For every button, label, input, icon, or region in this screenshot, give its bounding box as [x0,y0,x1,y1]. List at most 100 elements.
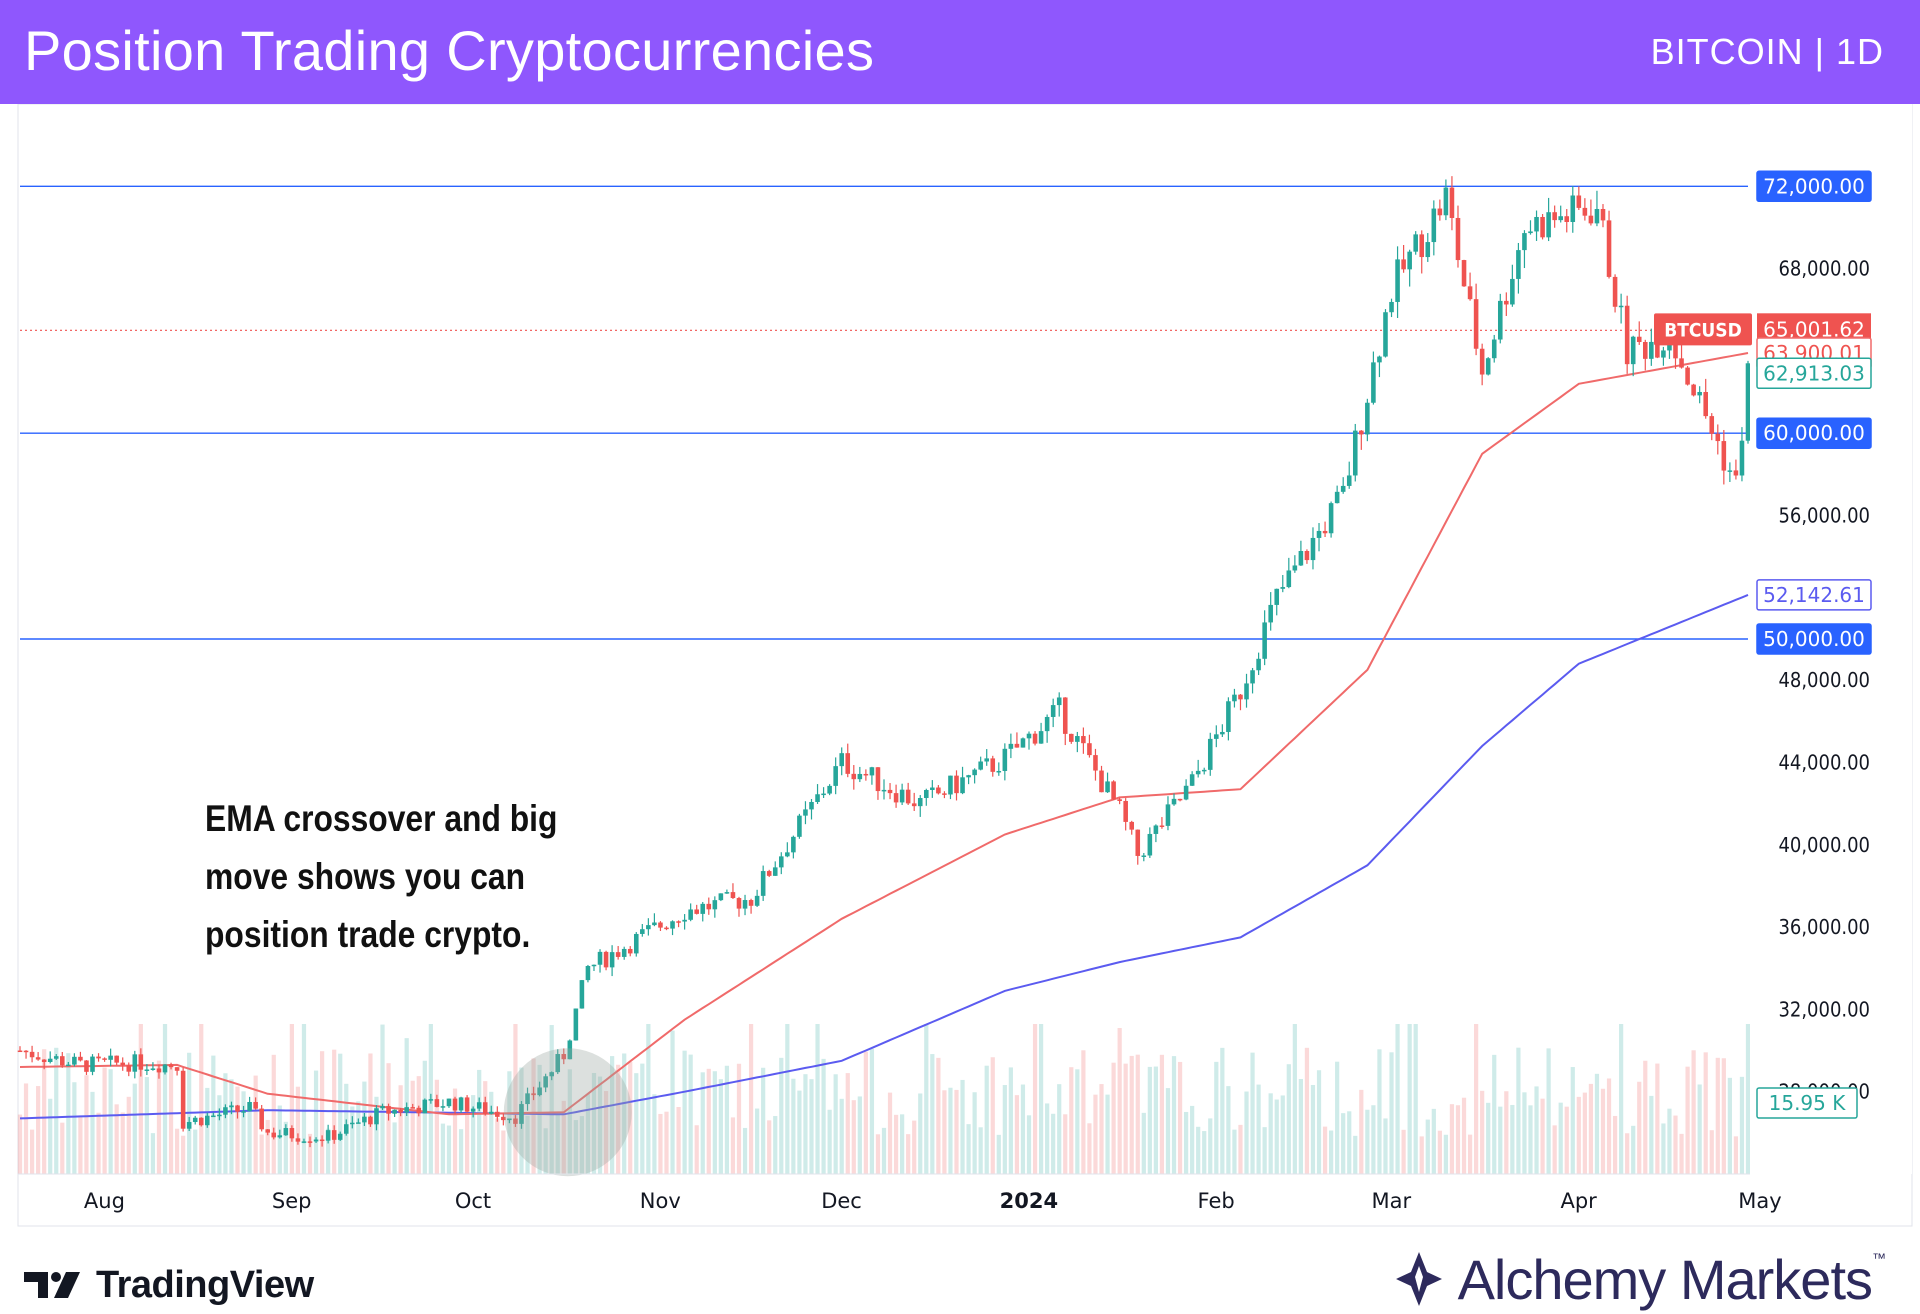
candle-body [881,789,887,792]
volume-bar [229,1079,234,1174]
candle-body [241,1111,246,1113]
candle-body [29,1051,35,1058]
candle-body [1232,694,1237,702]
candle-body [1552,212,1557,221]
volume-bar [1655,1063,1660,1174]
annotation-line: EMA crossover and big [205,798,558,839]
volume-bar [827,1109,832,1174]
candle-body [1703,391,1708,417]
candle-body [1250,670,1255,684]
volume-bar [815,1024,820,1174]
volume-bar [1709,1130,1714,1174]
candle-body [17,1050,23,1053]
candle-body [507,1118,512,1121]
candle-body [1038,731,1044,744]
candle-body [235,1105,240,1112]
volume-bar [682,1050,687,1174]
candle-body [646,925,651,930]
candle-body [1606,220,1612,277]
volume-bar [1679,1133,1684,1174]
candle-body [1425,242,1431,258]
candle-body [718,893,724,901]
candle-body [1153,825,1159,834]
candle-body [325,1130,331,1141]
candle-body [1745,363,1751,441]
candle-body [1497,300,1503,340]
candle-body [1117,799,1122,801]
volume-bar [241,1091,246,1174]
volume-bar [356,1101,361,1174]
volume-bar [513,1024,518,1174]
volume-bar [978,1127,983,1174]
volume-bar [301,1024,307,1174]
volume-bar [1298,1078,1304,1174]
volume-bar [1558,1102,1563,1174]
volume-bar [17,1114,23,1174]
volume-bar [1268,1093,1273,1174]
symbol-tag-box [1654,313,1752,346]
candle-body [694,909,699,914]
candle-body [1183,785,1189,800]
x-tick-label: May [1738,1189,1781,1213]
volume-bar [422,1060,427,1174]
candle-body [464,1097,470,1112]
candle-body [1111,781,1116,800]
candle-body [1528,231,1533,234]
candle-body [797,815,802,837]
candle-body [863,773,869,776]
volume-bar [23,1083,29,1174]
volume-bar [362,1081,367,1174]
candle-body [150,1068,156,1070]
candle-body [174,1067,180,1071]
candle-body [1008,743,1014,749]
volume-bar [1407,1024,1412,1174]
volume-bar [1099,1084,1104,1174]
candle-body [1727,470,1733,472]
volume-bar [29,1129,35,1174]
candle-body [785,852,790,857]
volume-bar [1576,1096,1581,1174]
candle-body [664,927,669,930]
volume-bar [1274,1099,1279,1174]
volume-bar [477,1069,482,1174]
candle-body [766,871,772,876]
volume-bar [1147,1066,1152,1174]
volume-bar [658,1113,663,1174]
volume-bar [1322,1126,1328,1174]
volume-bar [1020,1084,1026,1174]
volume-bar [1328,1130,1334,1174]
price-chart[interactable]: 28,000.0032,000.0036,000.0040,000.0044,0… [0,104,1920,1244]
candle-body [1618,305,1624,308]
volume-bar [1498,1106,1503,1174]
candle-body [1371,362,1376,403]
candle-body [168,1064,174,1068]
y-tick-label: 56,000.00 [1778,504,1870,528]
volume-bar [869,1048,875,1174]
ema-fast-line [19,352,1749,1116]
candle-body [205,1115,210,1126]
candle-body [1346,475,1352,486]
candle-body [356,1122,361,1124]
volume-bar [833,1074,838,1174]
volume-label: 15.95 K [1769,1091,1847,1115]
candle-body [386,1106,391,1114]
volume-bar [996,1134,1001,1174]
candle-body [1715,433,1721,442]
volume-bar [1401,1129,1406,1174]
candle-body [803,809,808,816]
x-tick-label: Nov [640,1189,681,1213]
volume-bar [1069,1067,1074,1174]
volume-bar [271,1054,276,1174]
volume-bar [1123,1063,1128,1174]
candle-body [972,769,977,776]
volume-bar [1105,1094,1110,1174]
volume-bar [972,1092,977,1174]
volume-bar [1516,1047,1521,1174]
candle-body [1177,798,1183,801]
volume-bar [1310,1084,1316,1174]
volume-bar [1474,1024,1479,1174]
candle-body [452,1098,458,1111]
candle-body [1612,276,1618,307]
candle-body [1014,743,1020,748]
candle-body [688,909,693,920]
